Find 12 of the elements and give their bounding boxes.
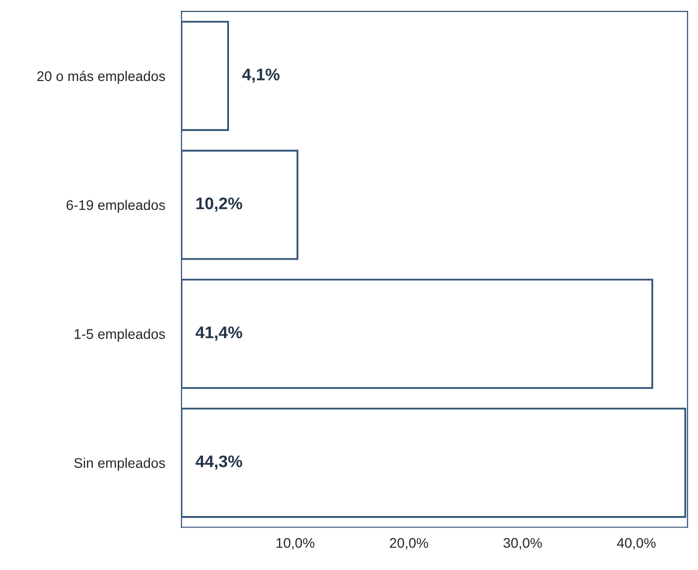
y-tick-label: 6-19 empleados bbox=[66, 200, 166, 213]
y-tick-label: 1-5 empleados bbox=[74, 328, 166, 342]
x-tick-label: 30,0% bbox=[503, 538, 542, 550]
y-tick-label: 20 o más empleados bbox=[37, 70, 166, 84]
data-label: 4,1% bbox=[242, 68, 280, 83]
data-label: 10,2% bbox=[196, 198, 242, 212]
x-tick-label: 10,0% bbox=[276, 538, 314, 550]
y-tick-label: Sin empleados bbox=[74, 458, 166, 471]
x-tick-label: 40,0% bbox=[616, 538, 656, 550]
x-tick-label: 20,0% bbox=[390, 538, 428, 550]
data-label: 44,3% bbox=[196, 455, 242, 470]
data-label: 41,4% bbox=[196, 326, 242, 341]
